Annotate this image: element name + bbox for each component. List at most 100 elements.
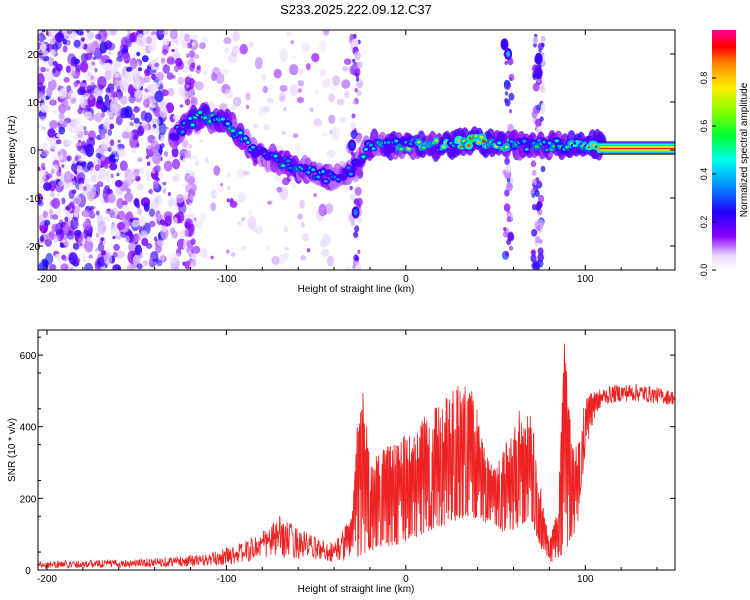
spectrogram-noise-stripe bbox=[354, 225, 360, 233]
spectrogram-noise-blob bbox=[163, 160, 173, 172]
spectrogram-noise-blob bbox=[72, 261, 79, 267]
spectrogram-noise-stripe bbox=[541, 42, 545, 48]
spectrogram-noise-blob bbox=[105, 41, 109, 46]
spectrogram-noise-blob bbox=[66, 40, 70, 45]
spectrogram-noise-blob bbox=[137, 67, 143, 72]
spectrogram-ridge-core bbox=[361, 155, 366, 159]
spectrogram-noise-blob bbox=[176, 193, 184, 204]
spectrogram-noise-blob bbox=[74, 266, 79, 270]
spectrogram-noise-blob bbox=[252, 123, 258, 129]
spectrogram-noise-blob bbox=[93, 87, 100, 98]
spectrogram-noise-blob bbox=[83, 176, 90, 185]
spectrogram-noise-blob bbox=[52, 214, 59, 220]
spectrogram-noise-blob bbox=[135, 234, 141, 243]
spectrogram-noise-blob bbox=[325, 203, 334, 215]
spectrogram-noise-stripe bbox=[531, 110, 538, 119]
spectrogram-noise-blob bbox=[279, 84, 288, 92]
spectrogram-noise-blob bbox=[41, 126, 46, 131]
spectrogram-noise-blob bbox=[113, 60, 122, 69]
spectrogram-noise-blob bbox=[122, 38, 131, 47]
spectrogram-noise-blob bbox=[61, 164, 65, 168]
spectrogram-ridge-core bbox=[534, 145, 539, 149]
spectrogram-noise-stripe bbox=[532, 82, 540, 92]
spectrogram-noise-blob bbox=[62, 38, 67, 45]
spectrogram-noise-blob bbox=[79, 94, 87, 108]
spectrogram-noise-blob bbox=[104, 94, 110, 102]
spectrogram-noise-blob bbox=[271, 256, 280, 265]
spectrogram-noise-blob bbox=[146, 83, 153, 90]
spectrogram-noise-blob bbox=[97, 220, 107, 235]
spectrogram-ridge-core bbox=[416, 140, 421, 144]
spectrogram-noise-blob bbox=[169, 30, 179, 40]
colorbar-tick-label: 0.2 bbox=[699, 216, 709, 229]
spectrogram-noise-blob bbox=[328, 93, 335, 103]
spectrogram-noise-blob bbox=[103, 215, 111, 223]
spectrogram-noise-blob bbox=[289, 64, 299, 76]
spectrogram-noise-blob bbox=[344, 148, 349, 153]
spectrogram-noise-blob bbox=[68, 125, 77, 134]
spectrogram-noise-blob bbox=[78, 237, 85, 244]
spectrogram-noise-blob bbox=[139, 37, 145, 42]
spectrogram-noise-layer bbox=[38, 30, 546, 270]
spectrogram-noise-blob bbox=[161, 89, 169, 97]
spectrogram-noise-blob bbox=[332, 75, 341, 86]
spectrogram-noise-stripe bbox=[504, 60, 508, 65]
spectrogram-noise-blob bbox=[42, 36, 47, 40]
spectrogram-noise-blob bbox=[62, 45, 68, 53]
colorbar: 0.0 0.2 0.4 0.6 0.8 Normalized spectral ampl… bbox=[699, 30, 750, 276]
spectrogram-noise-blob bbox=[151, 126, 155, 132]
spectrogram-noise-blob bbox=[38, 201, 44, 207]
spectrogram-noise-stripe bbox=[349, 33, 355, 40]
spectrogram-noise-blob bbox=[306, 63, 311, 71]
spectrogram-ridge-core bbox=[281, 164, 286, 168]
spectrogram-ridge-core bbox=[477, 140, 482, 144]
spectrogram-noise-blob bbox=[150, 140, 160, 153]
spectrogram-noise-blob bbox=[109, 230, 115, 234]
spectrogram-noise-stripe bbox=[530, 254, 537, 263]
spectrogram-noise-blob bbox=[125, 123, 130, 131]
spectrogram-noise-blob bbox=[51, 65, 61, 78]
spectrogram-noise-blob bbox=[74, 229, 82, 237]
spectrogram-noise-blob bbox=[267, 84, 274, 90]
spectrogram-noise-blob bbox=[131, 82, 135, 86]
spectrogram-noise-blob bbox=[160, 81, 164, 86]
spectrogram-noise-stripe bbox=[187, 42, 193, 49]
spectrogram-noise-stripe bbox=[352, 264, 356, 270]
spectrogram-noise-blob bbox=[162, 181, 167, 186]
spectrogram-noise-blob bbox=[165, 126, 169, 130]
spectrogram-noise-blob bbox=[127, 30, 131, 34]
spectrogram-noise-blob bbox=[295, 143, 301, 152]
snr-xlabel: Height of straight line (km) bbox=[298, 584, 415, 595]
spectrogram-noise-blob bbox=[71, 189, 77, 195]
spectrogram-noise-blob bbox=[273, 68, 282, 79]
spectrogram-noise-stripe bbox=[355, 73, 360, 78]
spectrogram-noise-blob bbox=[306, 248, 311, 253]
spectrogram-noise-blob bbox=[97, 95, 103, 105]
spectrogram-noise-blob bbox=[173, 172, 181, 183]
spectrogram-noise-blob bbox=[124, 192, 134, 202]
spectrogram-noise-blob bbox=[144, 68, 151, 77]
spectrogram-noise-blob bbox=[76, 145, 82, 152]
spectrogram-noise-blob bbox=[313, 193, 317, 198]
spectrogram-noise-blob bbox=[319, 68, 327, 77]
spectrogram-noise-blob bbox=[72, 242, 80, 250]
spectrogram-noise-blob bbox=[266, 97, 274, 104]
spectrogram-noise-blob bbox=[48, 208, 54, 216]
spectrogram-ridge-core bbox=[522, 139, 527, 143]
spectrogram-ridge-core bbox=[479, 135, 484, 139]
spectrogram-noise-stripe bbox=[540, 35, 546, 43]
spectrogram-noise-blob bbox=[85, 136, 89, 140]
spectrogram-y-ticks: -20 -10 0 10 20 bbox=[26, 50, 675, 253]
spectrogram-noise-blob bbox=[110, 208, 119, 219]
spectrogram-noise-blob bbox=[46, 87, 53, 97]
spectrogram-noise-blob bbox=[200, 248, 208, 258]
spectrogram-noise-blob bbox=[103, 133, 110, 141]
spectrogram-noise-stripe bbox=[353, 254, 359, 261]
spectrogram-noise-stripe bbox=[503, 203, 511, 212]
spectrogram-noise-stripe bbox=[533, 42, 537, 48]
spectrogram-noise-blob bbox=[95, 210, 100, 216]
spectrogram-carrier-band bbox=[599, 149, 675, 151]
spectrogram-noise-blob bbox=[292, 133, 299, 138]
spectrogram-noise-blob bbox=[196, 65, 201, 70]
spectrogram-ridge-core bbox=[220, 117, 225, 121]
